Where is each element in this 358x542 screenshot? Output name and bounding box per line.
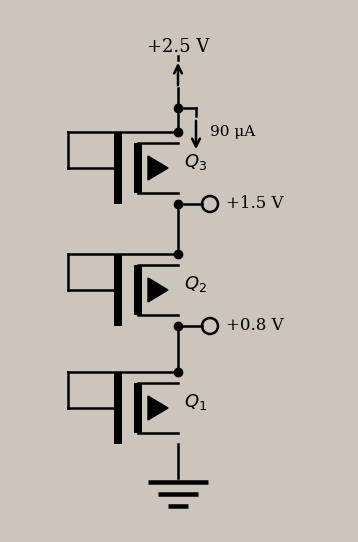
Polygon shape (148, 278, 168, 302)
Polygon shape (148, 396, 168, 420)
Text: +2.5 V: +2.5 V (147, 38, 209, 56)
Text: $Q_1$: $Q_1$ (184, 392, 207, 412)
Text: 90 μA: 90 μA (210, 125, 255, 139)
Text: $Q_3$: $Q_3$ (184, 152, 207, 172)
Text: +1.5 V: +1.5 V (226, 196, 284, 212)
Polygon shape (148, 156, 168, 180)
Text: $Q_2$: $Q_2$ (184, 274, 207, 294)
Text: +0.8 V: +0.8 V (226, 318, 284, 334)
